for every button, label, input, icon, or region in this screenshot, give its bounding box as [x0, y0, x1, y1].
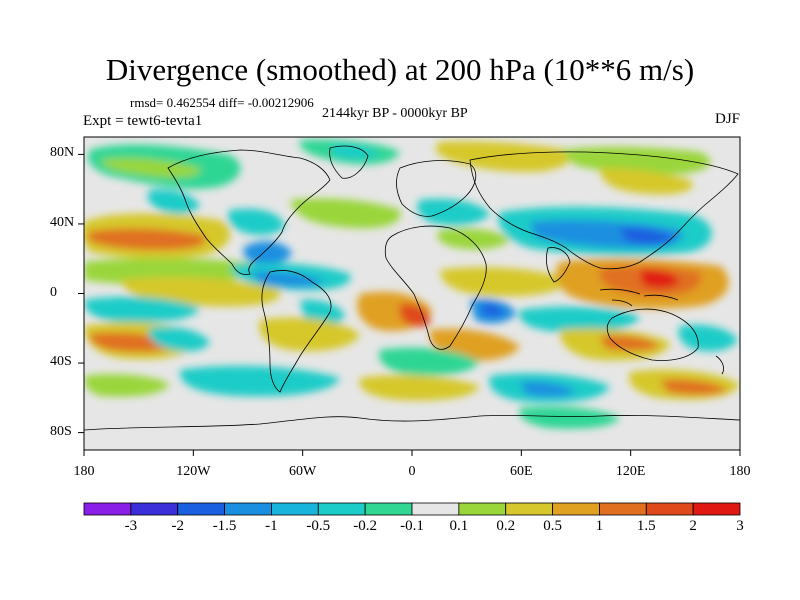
coastline-greenland: [329, 145, 369, 179]
field-patch: [519, 306, 640, 333]
field-patch: [243, 241, 292, 265]
field-patch: [519, 406, 620, 429]
field-patch: [290, 198, 401, 229]
colorbar-label: -0.1: [400, 518, 424, 534]
field-patch: [359, 375, 480, 401]
field-patch: [250, 271, 325, 287]
field-patch: [482, 303, 504, 317]
colorbar-label: 0.2: [496, 518, 516, 534]
field-patch: [437, 228, 510, 250]
colorbar-swatch: [317, 502, 366, 516]
lon-tick-label: 180: [729, 464, 751, 479]
axis-ticks: [78, 153, 741, 456]
lat-tick-label: 80S: [50, 423, 72, 439]
field-patch: [147, 189, 200, 214]
colorbar-swatch: [692, 502, 741, 516]
field-patch: [640, 269, 680, 289]
colorbar-label: 3: [736, 518, 744, 534]
lon-tick-label: 180: [73, 464, 95, 479]
colorbar-swatch: [505, 502, 553, 516]
coastline-europe: [396, 160, 477, 217]
coastlines: [84, 145, 740, 431]
coastline-asia: [469, 151, 739, 270]
colorbar-swatch: [83, 502, 132, 516]
field-patch: [88, 228, 206, 250]
stats-text: rmsd= 0.462554 diff= -0.00212906: [130, 95, 314, 110]
map-title: Divergence (smoothed) at 200 hPa (10**6 …: [105, 52, 695, 87]
field-patch: [440, 267, 570, 297]
lon-tick-label: 60W: [289, 464, 317, 479]
coastline-africa: [384, 225, 487, 350]
field-patch: [379, 347, 480, 376]
colorbar-swatch: [411, 502, 460, 516]
coastline-australia: [606, 308, 699, 361]
colorbar-label: 1.5: [636, 518, 656, 534]
field-patch: [600, 168, 693, 195]
field-patch: [84, 258, 253, 285]
field-patch: [660, 379, 728, 395]
colorbar-label: -1.5: [212, 518, 237, 534]
lat-tick-label: 40S: [50, 354, 72, 370]
colorbar-swatch: [224, 502, 272, 516]
coastline-antarctica: [84, 415, 740, 431]
season-label: DJF: [714, 111, 740, 127]
colorbar-label: -2: [171, 518, 184, 534]
colorbar-swatch: [130, 502, 179, 516]
field-patch: [259, 317, 360, 352]
lat-tick-label: 80N: [50, 145, 75, 161]
lon-tick-label: 60E: [510, 464, 533, 479]
lon-tick-label: 120W: [176, 464, 211, 479]
colorbar-label: 0.5: [543, 518, 562, 534]
coastline-indonesia: [599, 288, 679, 307]
colorbar-swatch: [271, 502, 319, 516]
colorbar-label: -0.5: [306, 518, 331, 534]
coastline-new-zealand: [715, 355, 724, 375]
field-patch: [179, 365, 340, 397]
coastline-south-america: [261, 270, 332, 393]
colorbar-swatch: [458, 502, 507, 516]
colorbar-swatch: [645, 502, 694, 516]
colorbar-swatch: [552, 502, 600, 516]
coastline-india: [546, 247, 571, 283]
field-patch: [228, 208, 285, 235]
field-patch: [600, 335, 660, 351]
coastline-north-america: [167, 149, 331, 275]
field-patch: [560, 146, 711, 175]
field-patch: [417, 198, 490, 226]
lon-tick-label: 120E: [615, 464, 646, 479]
colorbar-label: -3: [124, 518, 138, 534]
field-patch: [620, 227, 674, 245]
colorbar-label: 1: [595, 518, 604, 534]
field-patch: [84, 374, 170, 397]
field-patch: [148, 326, 210, 352]
colorbar-swatch: [599, 502, 647, 516]
lon-tick-label: 0: [408, 464, 416, 479]
colorbar: [83, 502, 741, 516]
lat-tick-label: 0: [50, 284, 57, 300]
lat-tick-label: 40N: [50, 214, 75, 230]
experiment-label: Expt = tewt6-tevta1: [83, 113, 203, 129]
field-patch: [520, 381, 576, 397]
colorbar-label: -1: [265, 518, 278, 534]
field-patch: [84, 296, 200, 323]
colorbar-label: -0.2: [353, 518, 378, 534]
period-label: 2144kyr BP - 0000kyr BP: [322, 106, 468, 121]
colorbar-swatch: [177, 502, 225, 516]
colorbar-label: 2: [689, 518, 697, 534]
field-patch: [400, 303, 431, 327]
colorbar-swatch: [364, 502, 413, 516]
field-patch: [678, 324, 738, 352]
field-patch: [100, 157, 201, 178]
colorbar-label: 0.1: [449, 518, 469, 534]
divergence-field: [84, 139, 740, 429]
